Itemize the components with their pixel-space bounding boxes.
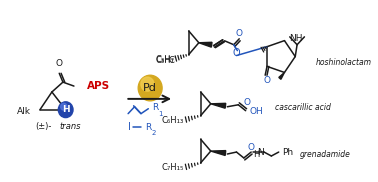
Text: O: O [236, 29, 243, 38]
Text: Pd: Pd [143, 83, 157, 93]
Text: H: H [62, 105, 70, 114]
Text: grenadamide: grenadamide [300, 150, 351, 159]
Text: OH: OH [249, 107, 263, 116]
Text: Alk: Alk [17, 107, 31, 116]
Circle shape [58, 102, 73, 118]
Text: 2: 2 [151, 130, 155, 136]
Text: cascarillic acid: cascarillic acid [275, 103, 331, 112]
Polygon shape [211, 151, 226, 155]
Text: C₃H₇: C₃H₇ [155, 56, 174, 65]
Text: O: O [56, 59, 63, 68]
Circle shape [141, 77, 154, 91]
Text: H: H [254, 150, 260, 159]
Text: C: C [168, 56, 174, 65]
Text: 1: 1 [158, 111, 163, 117]
Text: C₆H₁₃: C₆H₁₃ [162, 116, 184, 125]
Circle shape [138, 75, 162, 101]
Text: O: O [233, 48, 240, 58]
Text: C₇H₁₅: C₇H₁₅ [162, 163, 184, 172]
Text: (±)-: (±)- [36, 122, 52, 130]
Polygon shape [211, 103, 226, 108]
Text: O: O [263, 76, 271, 85]
Text: Ph: Ph [282, 148, 294, 157]
Text: APS: APS [87, 81, 110, 91]
Polygon shape [279, 72, 285, 79]
Polygon shape [199, 42, 212, 47]
Text: I: I [128, 122, 131, 132]
Circle shape [60, 103, 67, 110]
Text: R: R [145, 123, 151, 132]
Text: C₃H₇: C₃H₇ [155, 55, 174, 64]
Text: N: N [257, 148, 264, 157]
Text: R: R [152, 103, 158, 112]
Text: trans: trans [59, 122, 81, 130]
Text: O: O [248, 143, 255, 152]
Text: hoshinolactam: hoshinolactam [316, 58, 372, 67]
Text: O: O [243, 98, 250, 107]
Text: NH: NH [289, 34, 302, 43]
